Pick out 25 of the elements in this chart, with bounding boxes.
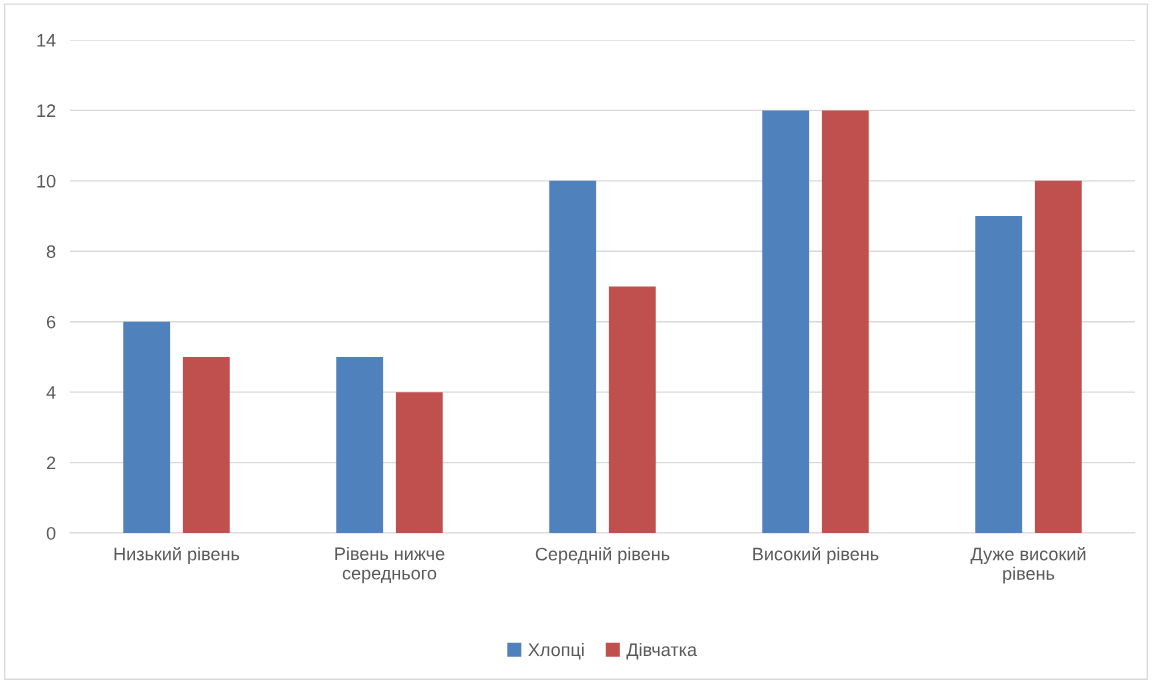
legend-label: Дівчатка bbox=[626, 642, 698, 660]
bar bbox=[821, 110, 869, 533]
x-tick-label: Рівень нижче середнього bbox=[335, 546, 445, 584]
x-tick-label: Середній рівень bbox=[535, 546, 670, 565]
bar bbox=[123, 321, 171, 533]
y-tick-label: 14 bbox=[37, 34, 56, 47]
y-tick-label: 4 bbox=[46, 386, 56, 399]
bar bbox=[1034, 180, 1082, 533]
y-tick-label: 10 bbox=[37, 174, 56, 188]
x-tick-label: Високий рівень bbox=[753, 546, 879, 565]
bar bbox=[336, 356, 384, 533]
legend-label: Хлопці bbox=[528, 642, 584, 660]
y-tick-label: 8 bbox=[46, 245, 56, 259]
bar bbox=[549, 180, 597, 533]
x-tick-label: Дуже високий рівень bbox=[970, 546, 1086, 584]
bar bbox=[762, 110, 810, 533]
y-tick-label: 12 bbox=[37, 104, 56, 117]
y-tick-label: 6 bbox=[46, 315, 56, 329]
bar bbox=[608, 286, 656, 533]
bar bbox=[182, 356, 230, 533]
y-tick-label: 2 bbox=[46, 456, 56, 470]
y-tick-label: 0 bbox=[46, 526, 56, 540]
bar bbox=[975, 216, 1023, 533]
x-tick-label: Низький рівень bbox=[114, 546, 240, 565]
bar bbox=[395, 392, 443, 533]
